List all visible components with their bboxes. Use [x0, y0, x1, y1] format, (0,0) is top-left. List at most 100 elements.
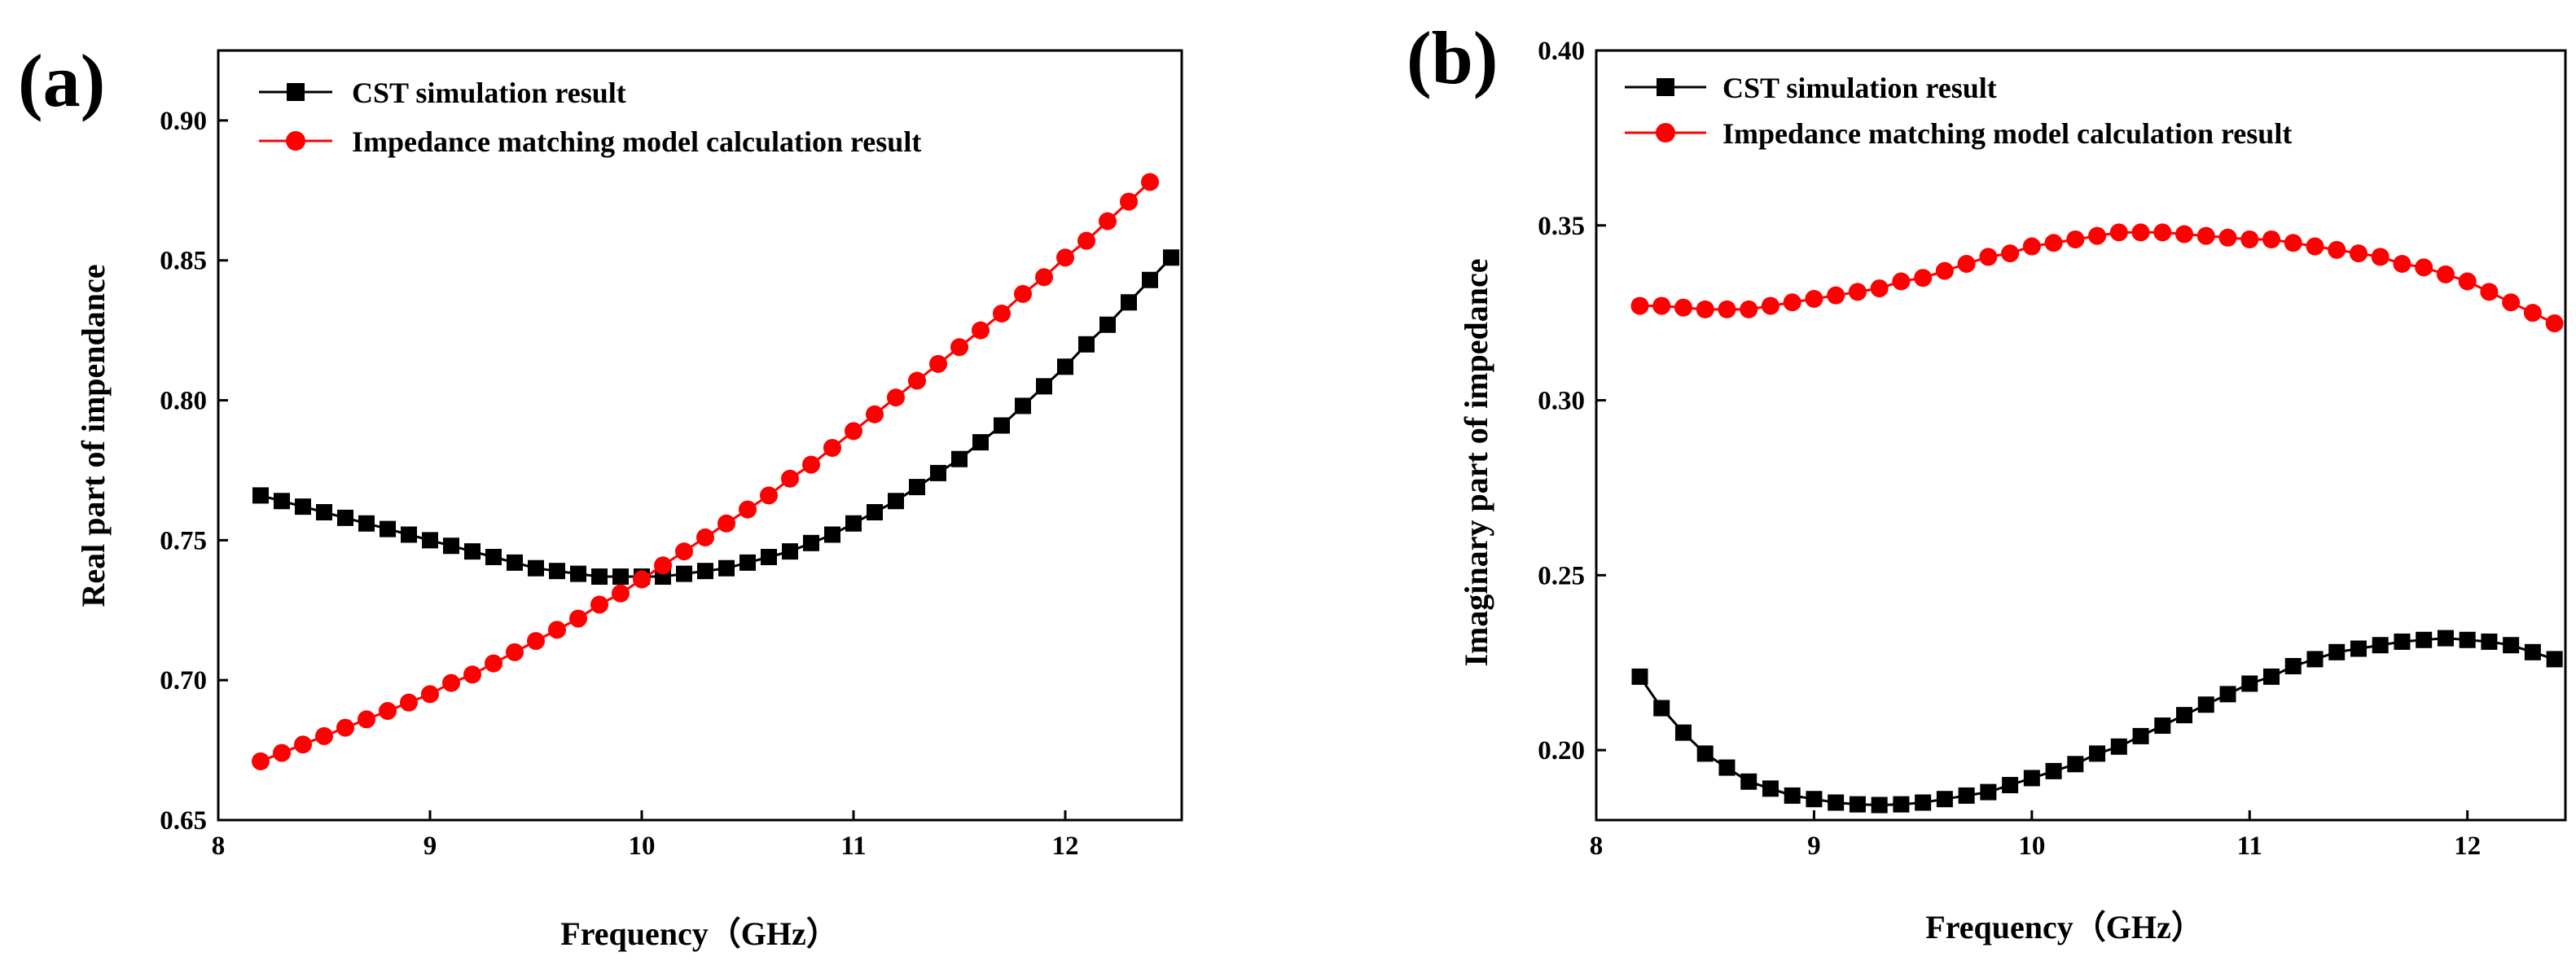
data-point-circle: [696, 528, 714, 546]
data-point-square: [1740, 773, 1758, 790]
data-point-circle: [1077, 231, 1095, 250]
x-tick-label: 12: [2454, 831, 2481, 861]
legend-marker-model: [286, 131, 305, 151]
legend-entry-model: Impedance matching model calculation res…: [259, 125, 921, 158]
data-point-circle: [739, 500, 757, 519]
data-point-circle: [760, 486, 778, 505]
data-point-circle: [2001, 244, 2020, 263]
series-layer: [252, 173, 1179, 770]
data-point-square: [295, 498, 311, 516]
data-point-circle: [2175, 225, 2194, 244]
data-point-circle: [908, 371, 926, 390]
data-point-square: [612, 568, 629, 586]
data-point-square: [2394, 633, 2411, 650]
series-line-0: [1639, 637, 2556, 807]
data-point-square: [782, 543, 798, 560]
y-tick-label: 0.75: [160, 526, 207, 555]
data-point-square: [1936, 791, 1953, 808]
data-point-square: [1057, 358, 1073, 375]
data-point-circle: [1761, 296, 1780, 315]
data-point-circle: [1827, 286, 1845, 305]
x-tick-label: 9: [423, 831, 437, 861]
data-point-square: [1718, 759, 1736, 776]
data-point-square: [2197, 696, 2214, 713]
data-point-square: [1142, 271, 1158, 288]
data-point-circle: [548, 621, 566, 639]
data-point-circle: [2502, 293, 2521, 312]
data-point-square: [1915, 794, 1932, 811]
data-point-square: [401, 526, 417, 543]
data-point-square: [2132, 727, 2149, 744]
data-point-square: [464, 543, 481, 560]
plot-frame: [1595, 49, 2567, 822]
y-axis-title: Real part of impendance: [75, 264, 112, 607]
data-point-square: [316, 504, 332, 520]
data-point-square: [2459, 631, 2476, 648]
data-point-circle: [569, 609, 587, 628]
data-point-square: [994, 417, 1010, 434]
panel-label: (a): [18, 39, 105, 122]
data-point-circle: [1035, 268, 1053, 287]
data-point-square: [1871, 796, 1888, 814]
x-axis-title: Frequency（GHz）: [1925, 909, 2203, 945]
data-point-square: [1958, 787, 1975, 804]
y-tick-label: 0.70: [160, 666, 207, 695]
data-point-square: [380, 520, 396, 537]
legend: CST simulation result Impedance matching…: [259, 77, 921, 158]
panel-a: (a) 8 9 10 11 12 0.65 0.70 0.75 0.80 0.85 0.90 Fr…: [18, 39, 1183, 952]
data-point-circle: [972, 321, 990, 340]
x-axis: 8 9 10 11 12: [212, 810, 1079, 861]
data-point-circle: [1014, 284, 1032, 303]
data-point-square: [485, 548, 502, 565]
data-point-circle: [675, 542, 693, 561]
data-point-circle: [2393, 255, 2411, 274]
data-point-circle: [1056, 248, 1074, 267]
panel-label: (b): [1406, 16, 1498, 99]
data-point-circle: [379, 701, 397, 720]
data-point-square: [2262, 668, 2280, 685]
data-point-circle: [2523, 304, 2542, 322]
data-point-square: [2306, 651, 2324, 668]
data-point-square: [2110, 738, 2127, 755]
data-point-circle: [781, 469, 799, 488]
data-point-square: [1121, 294, 1137, 311]
y-tick-label: 0.20: [1538, 736, 1585, 766]
data-point-circle: [866, 405, 884, 423]
x-axis: 8 9 10 11 12: [1590, 810, 2481, 861]
y-tick-label: 0.65: [160, 806, 207, 836]
data-point-square: [1828, 794, 1845, 811]
data-point-square: [570, 565, 586, 582]
legend-entry-cst: CST simulation result: [259, 77, 626, 109]
data-point-square: [2154, 717, 2171, 735]
data-point-square: [591, 568, 608, 586]
data-point-square: [1806, 791, 1823, 808]
data-point-circle: [950, 338, 968, 357]
data-point-square: [549, 563, 565, 580]
data-point-square: [2546, 651, 2563, 668]
data-point-square: [1631, 668, 1648, 685]
data-point-circle: [2545, 314, 2564, 333]
x-tick-label: 10: [629, 831, 656, 861]
data-point-square: [2023, 770, 2040, 787]
data-point-square: [1784, 787, 1801, 804]
data-point-circle: [421, 685, 439, 704]
x-axis-title: Frequency（GHz）: [560, 915, 838, 952]
y-axis-title: Imaginary part of impedance: [1458, 258, 1494, 666]
data-point-square: [2503, 637, 2520, 654]
data-point-square: [528, 559, 544, 577]
data-point-square: [2350, 640, 2367, 657]
legend: CST simulation result Impedance matching…: [1625, 72, 2292, 150]
data-point-circle: [2240, 230, 2259, 248]
data-point-circle: [2371, 248, 2389, 266]
x-tick-label: 11: [840, 831, 866, 861]
data-point-square: [697, 563, 713, 580]
data-point-circle: [654, 556, 672, 575]
data-point-square: [2328, 643, 2346, 660]
y-tick-label: 0.85: [160, 247, 207, 276]
data-point-circle: [1870, 279, 1889, 298]
data-point-circle: [2131, 223, 2150, 242]
data-point-square: [2284, 658, 2302, 674]
data-point-square: [739, 554, 756, 571]
y-tick-label: 0.25: [1538, 561, 1585, 590]
